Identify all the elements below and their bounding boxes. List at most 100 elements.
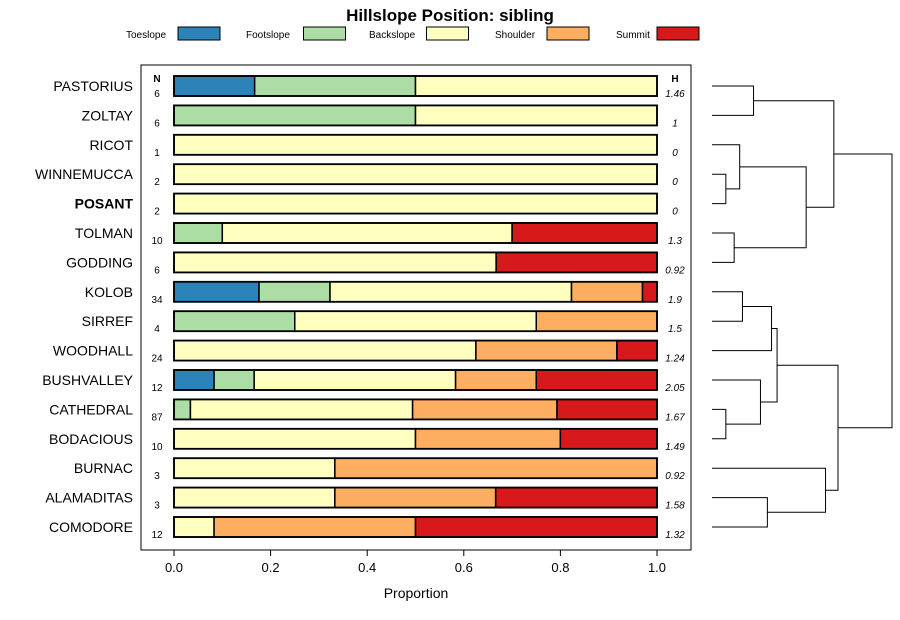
h-value: 1.32 — [665, 530, 685, 541]
bar-segment-footslope — [253, 75, 417, 97]
h-value: 0 — [672, 177, 678, 188]
n-value: 10 — [151, 442, 163, 453]
h-value: 1.67 — [665, 412, 685, 423]
x-tick-label: 1.0 — [648, 560, 666, 575]
n-header: N — [153, 74, 160, 85]
row-sirref: SIRREF 4 1.5 — [82, 310, 682, 335]
dendrogram-link — [833, 153, 893, 429]
bar-segment-summit — [559, 428, 658, 450]
row-label: SIRREF — [82, 313, 133, 329]
row-cathedral: CATHEDRAL 87 1.67 — [49, 398, 685, 423]
bar-outline — [173, 192, 658, 215]
h-value: 1.49 — [665, 442, 685, 453]
legend: Toeslope Footslope Backslope Shoulder Summit — [126, 26, 700, 41]
row-tolman: TOLMAN 10 1.3 — [75, 222, 682, 247]
bar-outline — [173, 339, 658, 362]
bar-outline — [173, 427, 658, 450]
row-winnemucca: WINNEMUCCA 2 0 — [35, 163, 678, 188]
bar-segment-backslope — [173, 192, 658, 215]
bar-segment-footslope — [173, 398, 192, 421]
row-label: WINNEMUCCA — [35, 166, 134, 182]
h-header: H — [671, 74, 678, 85]
bar-segment-backslope — [173, 134, 658, 156]
row-kolob: KOLOB 34 1.9 — [85, 280, 682, 306]
x-tick-label: 0.4 — [358, 560, 376, 575]
bar-segment-summit — [616, 339, 658, 362]
bar-segment-backslope — [173, 163, 658, 185]
legend-swatch-toeslope — [177, 26, 221, 41]
bar-segment-toeslope — [173, 369, 215, 391]
bar-segment-summit — [556, 398, 658, 421]
n-value: 12 — [151, 383, 163, 394]
row-godding: GODDING 6 0.92 — [66, 251, 685, 276]
n-value: 4 — [154, 324, 160, 335]
plot-frame — [140, 64, 692, 551]
bar-outline — [173, 457, 658, 480]
row-label: COMODORE — [49, 519, 133, 535]
bar-segment-shoulder — [334, 457, 658, 479]
h-value: 0.92 — [665, 265, 685, 276]
bar-outline — [173, 222, 658, 244]
bar-segment-shoulder — [411, 398, 558, 421]
row-label: WOODHALL — [53, 343, 133, 359]
x-axis-title: Proportion — [384, 585, 449, 601]
row-label: TOLMAN — [75, 225, 133, 241]
n-value: 2 — [154, 207, 160, 218]
row-label: BURNAC — [74, 460, 133, 476]
n-value: 1 — [154, 148, 160, 159]
h-value: 1.9 — [668, 295, 682, 306]
bar-outline — [173, 75, 658, 97]
bar-outline — [173, 398, 658, 421]
n-value: 2 — [154, 177, 160, 188]
h-value: 1.3 — [668, 236, 682, 247]
dendrogram — [712, 85, 893, 528]
dendrogram-link — [712, 85, 755, 116]
row-label: RICOT — [89, 137, 133, 153]
row-pastorius: PASTORIUS 6 1.46 — [53, 75, 685, 100]
h-value: 1 — [672, 118, 678, 129]
bar-segment-backslope — [173, 339, 477, 362]
x-tick-label: 0.8 — [551, 560, 569, 575]
bar-segment-summit — [495, 251, 658, 274]
n-value: 3 — [154, 501, 160, 512]
bar-segment-shoulder — [414, 428, 562, 450]
dendrogram-link — [753, 100, 835, 208]
n-value: 10 — [151, 236, 163, 247]
row-comodore: COMODORE 12 1.32 — [49, 516, 685, 541]
bar-segment-backslope — [173, 251, 497, 274]
h-value: 1.58 — [665, 501, 685, 512]
n-value: 6 — [154, 118, 160, 129]
x-tick-label: 0.6 — [455, 560, 473, 575]
h-value: 1.5 — [668, 324, 682, 335]
dendrogram-link — [777, 364, 839, 491]
h-value: 2.05 — [664, 383, 685, 394]
bar-segment-toeslope — [173, 75, 256, 97]
bar-segment-backslope — [173, 428, 417, 450]
bar-segment-backslope — [221, 222, 513, 244]
row-ricot: RICOT 1 0 — [89, 133, 678, 159]
bar-segment-summit — [494, 486, 658, 509]
bar-segment-shoulder — [213, 516, 417, 538]
dendrogram-link — [712, 379, 761, 425]
bar-outline — [173, 310, 658, 333]
bar-segment-footslope — [173, 310, 296, 332]
n-value: 6 — [154, 89, 160, 100]
n-value: 87 — [151, 412, 163, 423]
bar-segment-backslope — [253, 369, 457, 391]
row-label: POSANT — [75, 196, 134, 212]
n-value: 3 — [154, 471, 160, 482]
row-label: PASTORIUS — [53, 78, 133, 94]
legend-swatch-summit — [656, 26, 700, 41]
n-value: 34 — [151, 295, 163, 306]
row-burnac: BURNAC 3 0.92 — [74, 457, 685, 482]
row-label: BODACIOUS — [49, 431, 133, 447]
chart-title: Hillslope Position: sibling — [346, 6, 554, 25]
n-value: 24 — [151, 354, 163, 365]
dendrogram-link — [712, 232, 735, 263]
legend-label-summit: Summit — [616, 30, 650, 41]
bar-outline — [173, 486, 658, 509]
dendrogram-link — [712, 306, 773, 352]
x-tick-label: 0.0 — [165, 560, 183, 575]
